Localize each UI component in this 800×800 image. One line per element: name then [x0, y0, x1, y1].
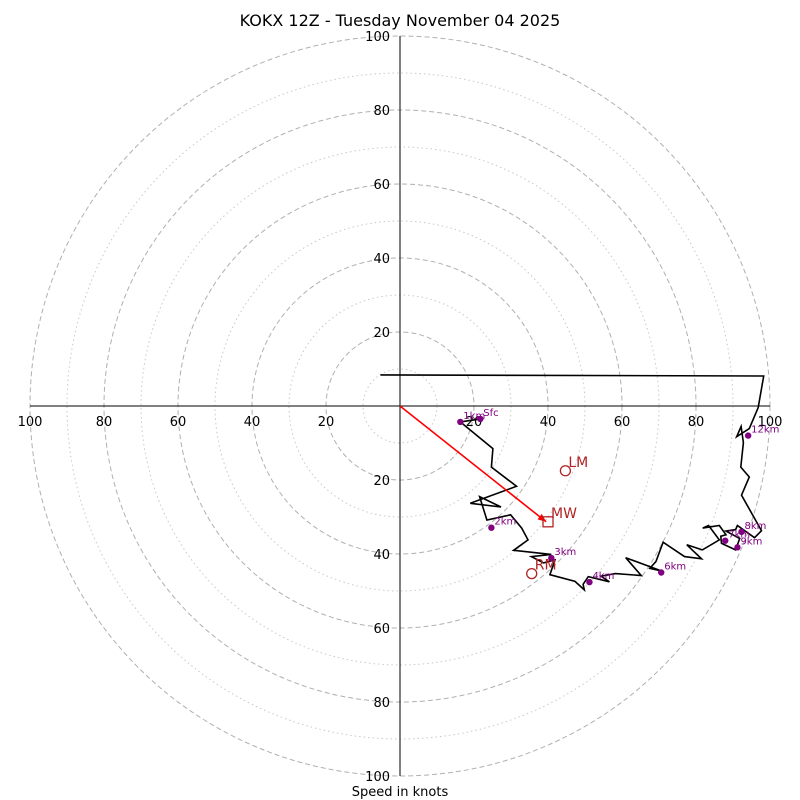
- height-marker-dot: [457, 418, 464, 426]
- y-tick-label: 40: [373, 252, 390, 267]
- storm-motion: LM MW RM: [399, 405, 588, 580]
- rm-marker: [526, 567, 538, 580]
- wind-profile: [380, 374, 765, 593]
- x-tick-label: 80: [688, 415, 705, 430]
- y-tick-label: 100: [365, 30, 390, 45]
- height-marker-label: 2km: [494, 517, 516, 528]
- mw-label: MW: [551, 506, 577, 522]
- y-tick-label: 80: [373, 696, 390, 711]
- shear-vector-line: [399, 405, 547, 523]
- x-tick-label: 40: [540, 415, 557, 430]
- height-marker-dot: [658, 569, 665, 576]
- height-marker-dot: [586, 578, 593, 586]
- wind-profile-line: [380, 374, 765, 593]
- lm-marker: [559, 465, 572, 477]
- height-marker-label: 1km: [463, 411, 485, 422]
- height-marker-dot: [734, 544, 741, 551]
- y-tick-label: 80: [373, 104, 390, 119]
- x-tick-label: 60: [170, 415, 187, 430]
- height-marker-dot: [722, 537, 729, 544]
- tick-labels: 100 80 60 40 20 20 40 60 80 100100806040202040608…: [18, 30, 783, 785]
- x-tick-label: 20: [318, 415, 335, 430]
- height-marker-label: 9km: [740, 536, 762, 547]
- x-tick-label: 40: [244, 415, 261, 430]
- height-marker-label: 3km: [554, 547, 576, 558]
- height-marker-label: 7km: [728, 530, 750, 541]
- height-marker-label: 12km: [751, 425, 779, 436]
- height-marker-dot: [738, 528, 745, 535]
- height-marker-label: 8km: [745, 521, 767, 532]
- x-tick-label: 100: [18, 415, 43, 430]
- chart-title: KOKX 12Z - Tuesday November 04 2025: [240, 11, 561, 30]
- x-axis-label: Speed in knots: [352, 785, 449, 800]
- x-tick-label: 60: [614, 415, 631, 430]
- y-tick-label: 60: [373, 178, 390, 193]
- rm-label: RM: [535, 558, 557, 574]
- height-marker-dot: [548, 554, 555, 562]
- height-marker-dot: [488, 524, 495, 531]
- x-tick-label: 80: [96, 415, 113, 430]
- lm-label: LM: [568, 455, 588, 471]
- height-marker-label: 4km: [592, 571, 614, 582]
- y-tick-label: 20: [373, 474, 390, 489]
- y-tick-label: 20: [373, 326, 390, 341]
- height-marker-label: Sfc: [483, 408, 498, 419]
- y-tick-label: 40: [373, 548, 390, 563]
- height-marker-dot: [744, 432, 752, 439]
- height-marker-label: 6km: [664, 562, 686, 573]
- x-tick-label: 100: [758, 415, 783, 430]
- height-marker-dot: [477, 415, 484, 423]
- mw-marker: [542, 516, 554, 528]
- y-tick-label: 60: [373, 622, 390, 637]
- y-tick-label: 100: [365, 770, 390, 785]
- shear-vector-arrowhead: [537, 513, 547, 522]
